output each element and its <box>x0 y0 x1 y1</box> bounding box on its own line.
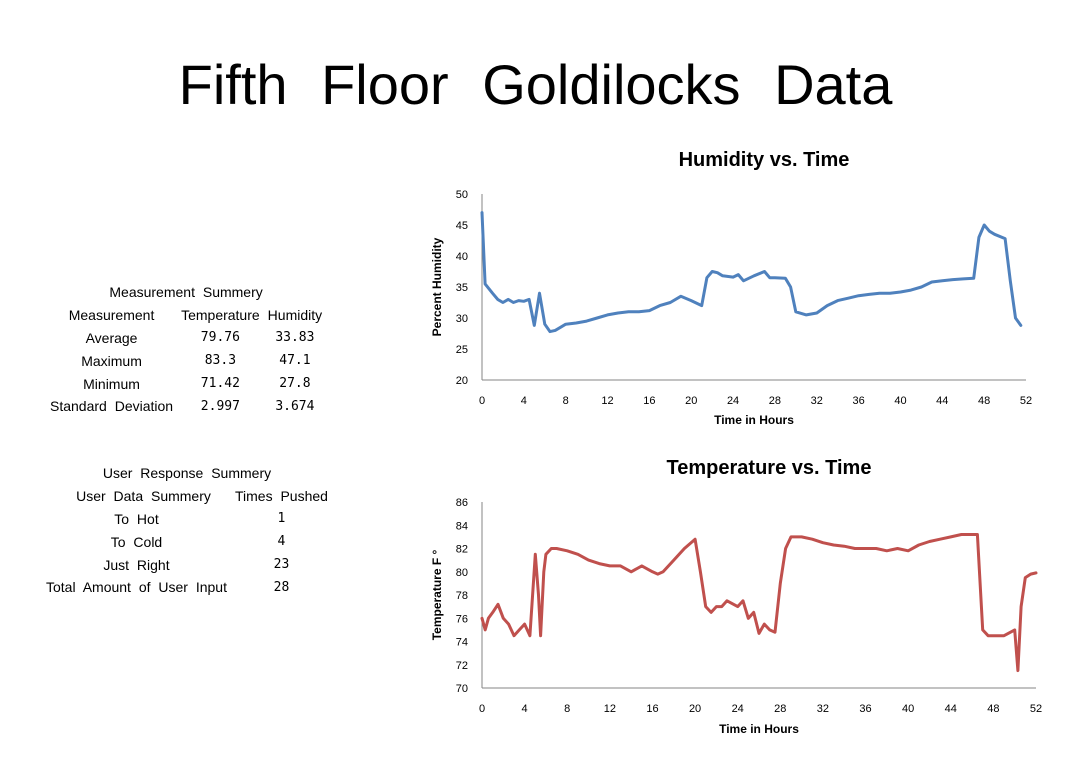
humidity-value: 3.674 <box>275 398 315 414</box>
times-pushed-value: 4 <box>277 534 286 550</box>
measurement-summary-table: Measurement Summery Measurement Temperat… <box>46 281 326 418</box>
x-tick-label: 24 <box>732 703 744 715</box>
x-tick-label: 28 <box>769 395 781 407</box>
row-label: Total Amount of User Input <box>46 579 227 596</box>
x-tick-label: 12 <box>601 395 613 407</box>
measurement-header: Measurement <box>68 307 155 324</box>
y-tick-label: 86 <box>456 497 468 509</box>
y-axis-label: Percent Humidity <box>430 237 444 336</box>
temperature-chart-title: Temperature vs. Time <box>667 457 872 479</box>
table-row: Maximum 83.3 47.1 <box>46 349 326 372</box>
x-tick-label: 24 <box>727 395 739 407</box>
humidity-header: Humidity <box>267 307 323 324</box>
x-tick-label: 20 <box>685 395 697 407</box>
y-tick-label: 50 <box>456 189 468 201</box>
temperature-value: 2.997 <box>200 398 240 414</box>
x-tick-label: 0 <box>479 395 485 407</box>
y-tick-label: 45 <box>456 220 468 232</box>
humidity-value: 33.83 <box>275 330 315 346</box>
x-tick-label: 12 <box>604 703 616 715</box>
y-tick-label: 25 <box>456 344 468 356</box>
x-tick-label: 52 <box>1020 395 1032 407</box>
x-tick-label: 48 <box>978 395 990 407</box>
temperature-value: 83.3 <box>204 353 237 369</box>
x-axis-label: Time in Hours <box>714 413 794 427</box>
x-tick-label: 44 <box>936 395 948 407</box>
table-row: To Hot 1 <box>42 508 332 531</box>
x-tick-label: 36 <box>859 703 871 715</box>
x-tick-label: 48 <box>987 703 999 715</box>
table-row: Minimum 71.42 27.8 <box>46 372 326 395</box>
times-pushed-value: 23 <box>273 557 290 573</box>
row-label: Minimum <box>83 375 140 392</box>
row-label: Standard Deviation <box>50 398 174 415</box>
x-axis-label: Time in Hours <box>719 722 799 736</box>
y-tick-label: 74 <box>456 637 468 649</box>
x-tick-label: 40 <box>902 703 914 715</box>
y-tick-label: 80 <box>456 567 468 579</box>
y-tick-label: 78 <box>456 590 468 602</box>
x-tick-label: 16 <box>646 703 658 715</box>
x-tick-label: 4 <box>521 395 527 407</box>
times-pushed-value: 1 <box>277 511 286 527</box>
row-label: Average <box>85 329 138 346</box>
x-tick-label: 44 <box>945 703 957 715</box>
x-tick-label: 16 <box>643 395 655 407</box>
y-tick-label: 72 <box>456 660 468 672</box>
y-tick-label: 30 <box>456 313 468 325</box>
humidity-value: 27.8 <box>279 376 311 392</box>
temperature-value: 79.76 <box>200 330 240 346</box>
row-label: To Cold <box>110 533 163 550</box>
x-tick-label: 8 <box>564 703 570 715</box>
y-tick-label: 35 <box>456 282 468 294</box>
user-data-header: User Data Summery <box>76 488 211 505</box>
x-tick-label: 0 <box>479 703 485 715</box>
y-tick-label: 70 <box>456 683 468 695</box>
humidity-value: 47.1 <box>279 353 311 369</box>
x-tick-label: 52 <box>1030 703 1042 715</box>
x-tick-label: 8 <box>563 395 569 407</box>
times-pushed-value: 28 <box>273 579 290 595</box>
temperature-value: 71.42 <box>200 376 240 392</box>
y-tick-label: 84 <box>456 520 468 532</box>
x-tick-label: 36 <box>852 395 864 407</box>
row-label: Maximum <box>81 352 142 369</box>
y-axis-label: Temperature F ° <box>430 550 444 641</box>
measurement-table-caption: Measurement Summery <box>109 284 263 301</box>
table-row: Just Right 23 <box>42 553 332 576</box>
user-response-summary-table: User Response Summery User Data Summery … <box>42 462 332 599</box>
y-tick-label: 40 <box>456 251 468 263</box>
x-tick-label: 28 <box>774 703 786 715</box>
y-tick-label: 82 <box>456 544 468 556</box>
temperature-header: Temperature <box>181 307 260 324</box>
humidity-series-line <box>480 211 1023 334</box>
temperature-series-line <box>480 533 1038 673</box>
table-row: Total Amount of User Input 28 <box>42 576 332 599</box>
table-row: To Cold 4 <box>42 530 332 553</box>
x-tick-label: 32 <box>811 395 823 407</box>
x-tick-label: 40 <box>894 395 906 407</box>
slide-title: Fifth Floor Goldilocks Data <box>178 53 893 116</box>
humidity-chart-title: Humidity vs. Time <box>679 149 850 171</box>
x-tick-label: 20 <box>689 703 701 715</box>
user-table-caption: User Response Summery <box>102 465 272 482</box>
row-label: To Hot <box>114 510 159 527</box>
y-tick-label: 20 <box>456 375 468 387</box>
y-tick-label: 76 <box>456 613 468 625</box>
table-row: Standard Deviation 2.997 3.674 <box>46 395 326 418</box>
table-row: Average 79.76 33.83 <box>46 327 326 350</box>
x-tick-label: 32 <box>817 703 829 715</box>
x-tick-label: 4 <box>522 703 528 715</box>
row-label: Just Right <box>103 556 170 573</box>
times-pushed-header: Times Pushed <box>234 488 328 505</box>
